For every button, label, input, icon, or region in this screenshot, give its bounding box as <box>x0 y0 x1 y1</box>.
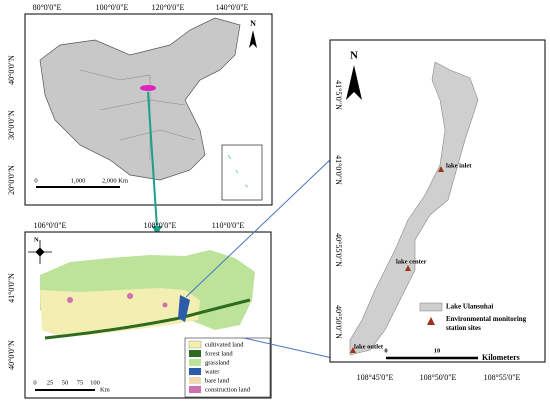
scale-label: 10 <box>434 347 441 354</box>
legend-label: cultivated land <box>205 341 244 348</box>
scale-label: 0 <box>33 379 36 386</box>
china-outline <box>39 17 241 181</box>
north-label: N <box>350 50 358 62</box>
legend-label: bare land <box>205 377 230 384</box>
lat-label: 41°5'0"N <box>334 80 343 110</box>
scale-label: 1,000 <box>71 177 86 184</box>
lon-label: 100°0'0"E <box>96 3 129 12</box>
province-lines <box>79 69 196 160</box>
lat-label: 40°55'0"N <box>334 233 343 267</box>
legend-label: forest land <box>205 350 233 357</box>
scale-label: 2,000 Km <box>102 177 128 184</box>
lon-label: 120°0'0"E <box>152 3 185 12</box>
legend-swatch <box>189 368 201 375</box>
station-marker <box>438 166 444 172</box>
legend-marker <box>427 317 435 325</box>
lat-label: 30°0'0"N <box>7 110 16 140</box>
legend-label: water <box>205 368 220 375</box>
lat-label: 40°0'0"N <box>7 340 16 370</box>
lon-label: 110°0'0"E <box>212 221 245 230</box>
lon-label: 108°0'0"E <box>144 221 177 230</box>
scale-label: 100 <box>90 379 100 386</box>
legend-swatch <box>188 340 202 349</box>
station-marker <box>405 265 411 271</box>
forest-strip <box>44 298 251 340</box>
construction-spot <box>127 293 133 299</box>
north-arrow <box>346 65 362 100</box>
lat-label: 40°50'0"N <box>334 305 343 339</box>
lon-label: 108°55'0"E <box>484 373 521 382</box>
connector-arrow <box>147 91 158 229</box>
site-label: lake inlet <box>446 162 472 169</box>
scale-label: 25 <box>47 379 54 386</box>
lat-label: 20°0'0"N <box>7 165 16 195</box>
scale-label: 50 <box>62 379 69 386</box>
lat-label: 41°0'0"N <box>334 155 343 185</box>
lon-label: 80°0'0"E <box>33 3 62 12</box>
arrow-head <box>152 226 162 236</box>
legend-swatch <box>189 350 201 357</box>
legend-swatch <box>189 386 201 393</box>
north-arrow <box>249 30 257 48</box>
site-label: lake center <box>396 258 427 265</box>
construction-spot <box>67 297 73 303</box>
lon-label: 108°50'0"E <box>420 373 457 382</box>
scale-unit: Km <box>100 386 110 393</box>
lon-label: 140°0'0"E <box>216 3 249 12</box>
scale-label: 75 <box>77 379 84 386</box>
lat-label: 40°0'0"N <box>7 55 16 85</box>
legend-swatch <box>419 302 443 312</box>
lon-label: 108°45'0"E <box>357 373 394 382</box>
site-label: lake outlet <box>354 343 384 350</box>
cultivated-area <box>40 288 200 336</box>
inset-frame <box>221 144 263 201</box>
legend-label: Lake Ulansuhai <box>446 303 493 311</box>
legend-label: construction land <box>205 386 251 393</box>
lake-water <box>178 295 190 322</box>
scale-label: 0 <box>384 347 387 354</box>
legend-swatch <box>189 377 201 384</box>
lon-label: 106°0'0"E <box>34 221 67 230</box>
study-area-highlight <box>140 85 156 91</box>
north-label: N <box>34 236 39 243</box>
scale-label: 0 <box>34 177 37 184</box>
north-label: N <box>250 19 256 28</box>
legend-swatch <box>189 359 201 366</box>
lat-label: 41°0'0"N <box>7 273 16 303</box>
compass <box>28 240 52 264</box>
construction-spot <box>162 302 168 308</box>
legend-label: Environmental monitoring station sites <box>446 315 527 332</box>
legend-label: grassland <box>205 359 230 366</box>
lake-polygon <box>349 61 479 356</box>
islands <box>227 154 249 188</box>
station-marker <box>350 347 356 353</box>
scale-unit: Kilometers <box>482 353 520 362</box>
